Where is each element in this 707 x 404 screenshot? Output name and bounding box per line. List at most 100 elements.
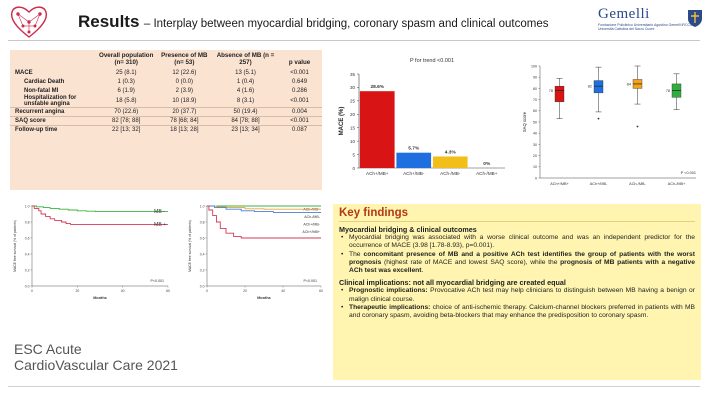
- table-header: Absence of MB (n = 257): [216, 52, 275, 66]
- y-tick-label: 0.2: [25, 268, 30, 272]
- box: [554, 85, 565, 103]
- mace-bar-chart: P for trend <0.001 0 5 10 15 20 25 30 35 MACE (%)…: [339, 58, 505, 176]
- bar-value-label: 4.3%: [445, 149, 457, 155]
- km-curve-mb-panel: 0.0 0.2 0.4 0.6 0.8 1.0 0 20 40 60 MACE free survi…: [8, 200, 176, 304]
- y-axis-label: MACE free survival (% of patients): [13, 220, 17, 272]
- x-tick-label: ACh+/MB+: [550, 182, 569, 186]
- km-curve-ach-mb: 0.0 0.2 0.4 0.6 0.8 1.0 0 20 40 60 MACE free survi…: [188, 204, 323, 300]
- title-subtitle: – Interplay between myocardial bridging,…: [143, 18, 549, 30]
- implications-list: Prognostic implications: Provocative ACh…: [339, 287, 695, 320]
- x-tick-label: ACh-/MB+: [668, 182, 686, 186]
- x-tick-label: ACh+/MB+: [366, 171, 389, 176]
- table-cell: 50 (19.4): [213, 107, 278, 117]
- chart-title: P for trend <0.001: [410, 58, 454, 64]
- gemelli-wordmark: Gemelli: [598, 6, 650, 22]
- y-axis-label: SAQ score: [522, 111, 527, 132]
- bar: [359, 91, 395, 168]
- table-cell: 0 (0.0): [175, 78, 193, 85]
- table-cell: 23 [13; 34]: [213, 125, 278, 135]
- table-header: Overall population (n= 310): [99, 52, 154, 66]
- table-row: Hospitalization for unstable angina 18 (5…: [10, 95, 322, 108]
- table-cell: 2 (3.9): [175, 87, 193, 94]
- median-label: 84: [627, 82, 631, 86]
- table-cell: <0.001: [290, 98, 309, 104]
- page-title: Results – Interplay between myocardial b…: [78, 12, 549, 32]
- p-value-annotation: P<0.001: [151, 279, 165, 283]
- x-tick-label: ACh-/MB-: [629, 182, 646, 186]
- x-tick-label: ACh+/MB-: [403, 171, 425, 176]
- table-cell: 1 (0.3): [117, 78, 135, 85]
- y-tick-label: 50: [533, 120, 537, 124]
- finding-text: Provocative ACh test may help clinicians…: [349, 287, 696, 303]
- finding-emphasis: Therapeutic implications:: [349, 304, 431, 312]
- y-tick-label: 0.0: [200, 284, 205, 288]
- x-tick-label: 0: [206, 289, 208, 293]
- row-label: MACE: [15, 69, 33, 76]
- y-tick-label: 20: [350, 112, 356, 117]
- table-cell: 20 (37.7): [154, 107, 214, 117]
- finding-text: Myocardial bridging was associated with …: [349, 234, 695, 250]
- title-divider: [8, 40, 700, 41]
- y-tick-label: 0.4: [25, 252, 30, 256]
- x-tick-label: ACh-/MB+: [476, 171, 498, 176]
- series-label: ACh+/MB-: [303, 222, 320, 226]
- survival-curve: [207, 205, 321, 213]
- table-row: Cardiac Death 1 (0.3) 0 (0.0) 1 (0.4) 0.649: [10, 77, 322, 86]
- table-cell: 4 (1.6): [236, 87, 255, 94]
- list-item: Myocardial bridging was associated with …: [339, 234, 695, 251]
- table-cell: <0.001: [277, 116, 322, 126]
- series-label: ACh-/MB-: [304, 215, 321, 219]
- table-cell: 82 [78; 88]: [97, 116, 155, 126]
- y-tick-label: 0.0: [25, 284, 30, 288]
- x-tick-label: 40: [281, 289, 285, 293]
- table-cell: 8 (3.1): [236, 98, 255, 104]
- x-tick-label: ACh+/MB-: [590, 182, 608, 186]
- y-tick-label: 0.2: [200, 268, 205, 272]
- box: [593, 80, 604, 94]
- finding-text: (highest rate of MACE and lowest SAQ sco…: [381, 258, 561, 266]
- survival-curve: [207, 205, 321, 210]
- y-tick-label: 0.8: [200, 220, 205, 224]
- list-item: Therapeutic implications: choice of anti…: [339, 304, 695, 321]
- y-tick-label: 5: [352, 152, 355, 157]
- findings-list: Myocardial bridging was associated with …: [339, 234, 695, 275]
- table-cell: 22 [13; 32]: [97, 125, 155, 135]
- y-tick-label: 1.0: [200, 204, 205, 208]
- table-row: Non-fatal MI 6 (1.9) 2 (3.9) 4 (1.6) 0.286: [10, 86, 322, 95]
- table-row: Recurrent angina 70 (22.6) 20 (37.7) 50 (19…: [10, 107, 322, 117]
- gemelli-tagline-1: Fondazione Policlinico Universitario Ago…: [598, 23, 693, 27]
- km-curve-ach-mb-panel: 0.0 0.2 0.4 0.6 0.8 1.0 0 20 40 60 MACE free survi…: [183, 200, 329, 304]
- table-cell: 0.649: [292, 78, 308, 85]
- y-tick-label: 30: [350, 85, 356, 90]
- y-tick-label: 15: [350, 126, 356, 131]
- y-tick-label: 1.0: [25, 204, 30, 208]
- table-cell: 25 (8.1): [115, 69, 137, 76]
- series-label: MB +: [154, 222, 166, 228]
- bar-value-label: 0%: [483, 161, 491, 167]
- outlier-point: [636, 125, 639, 128]
- table-cell: 18 (5.8): [115, 98, 137, 104]
- key-findings-title: Key findings: [339, 207, 695, 222]
- finding-text: The: [349, 250, 364, 258]
- bar: [432, 156, 468, 168]
- y-tick-label: 70: [533, 98, 537, 102]
- title-main: Results: [78, 12, 140, 31]
- table-header: p value: [288, 59, 311, 66]
- median-label: 82: [588, 85, 592, 89]
- y-tick-label: 0.4: [200, 252, 205, 256]
- outcomes-table: Overall population (n= 310) Presence of …: [10, 50, 322, 190]
- y-tick-label: 0.8: [25, 220, 30, 224]
- esc-line-2: CardioVascular Care 2021: [14, 357, 178, 373]
- y-tick-label: 30: [533, 143, 537, 147]
- row-label: Non-fatal MI: [24, 87, 59, 94]
- finding-text: .: [421, 267, 424, 275]
- table-header: [10, 50, 98, 68]
- survival-curve: [32, 205, 168, 213]
- x-tick-label: 60: [319, 289, 323, 293]
- outlier-point: [597, 117, 600, 120]
- table-cell: 78 [68; 84]: [154, 116, 214, 126]
- section-title: Clinical implications: not all myocardia…: [339, 278, 566, 288]
- table-cell: 10 (18.9): [172, 98, 197, 104]
- km-curve-mb: 0.0 0.2 0.4 0.6 0.8 1.0 0 20 40 60 MACE free survi…: [13, 204, 170, 300]
- median-label: 78: [549, 89, 553, 93]
